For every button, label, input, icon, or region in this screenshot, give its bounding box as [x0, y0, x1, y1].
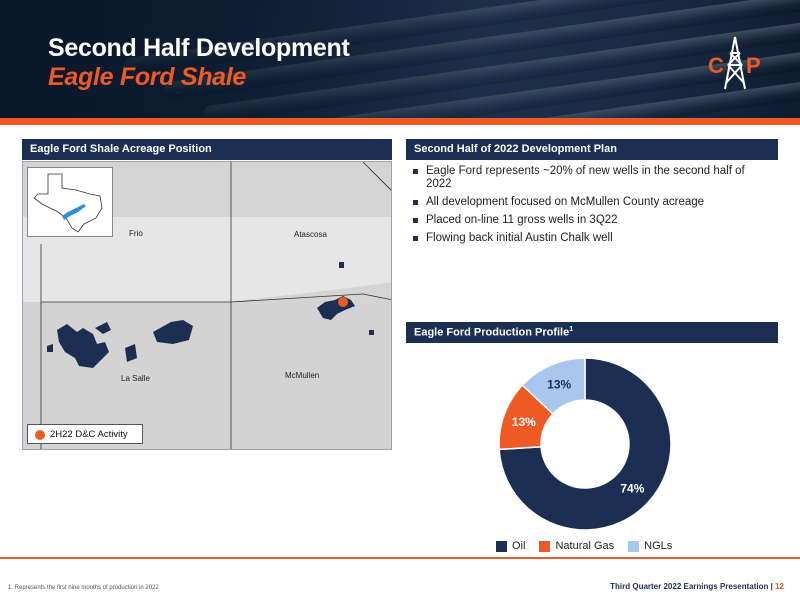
acreage-map: Frio Atascosa La Salle McMullen 2H22 D&C…	[22, 161, 392, 450]
header-rule	[0, 118, 800, 125]
legend-label: NGLs	[644, 540, 673, 552]
slice-label: 74%	[620, 481, 644, 495]
page-subtitle: Eagle Ford Shale	[48, 63, 247, 91]
list-item: Placed on-line 11 gross wells in 3Q22	[412, 214, 772, 227]
svg-text:C: C	[708, 53, 724, 78]
company-logo: C P	[708, 36, 761, 90]
map-legend: 2H22 D&C Activity	[27, 424, 143, 444]
texas-outline-icon	[33, 173, 103, 233]
county-label: McMullen	[285, 371, 320, 380]
map-panel-title: Eagle Ford Shale Acreage Position	[22, 139, 392, 160]
list-item: Flowing back initial Austin Chalk well	[412, 232, 772, 245]
slice-label: 13%	[547, 377, 571, 391]
production-donut-chart: 74% 13% 13%	[498, 357, 672, 531]
chart-legend: Oil Natural Gas NGLs	[496, 540, 672, 552]
legend-item: Natural Gas	[539, 540, 614, 552]
plan-panel-title: Second Half of 2022 Development Plan	[406, 139, 778, 160]
eagle-ford-play-icon	[62, 204, 86, 220]
county-label: Atascosa	[294, 230, 327, 239]
legend-label: Oil	[512, 540, 526, 552]
legend-swatch-icon	[496, 540, 507, 552]
activity-marker	[338, 297, 348, 307]
legend-swatch-icon	[628, 540, 640, 552]
legend-swatch-icon	[539, 540, 551, 552]
page-title: Second Half Development	[48, 34, 350, 62]
county-label: La Salle	[121, 374, 150, 383]
acreage-la-salle	[47, 320, 193, 368]
page-number: 12	[775, 582, 784, 591]
slice-oil	[498, 357, 672, 531]
header-banner: Second Half Development Eagle Ford Shale…	[0, 0, 800, 118]
footnote: 1. Represents the first nine months of p…	[8, 585, 159, 591]
slice-ngls	[521, 357, 586, 415]
footer-presentation: Third Quarter 2022 Earnings Presentation…	[610, 582, 784, 591]
list-item: Eagle Ford represents ~20% of new wells …	[412, 165, 772, 191]
legend-item: Oil	[496, 540, 525, 552]
activity-dot-icon	[35, 430, 45, 440]
legend-label: Natural Gas	[555, 540, 615, 552]
list-item: All development focused on McMullen Coun…	[412, 196, 772, 209]
footer-rule	[0, 557, 800, 559]
plan-bullets: Eagle Ford represents ~20% of new wells …	[412, 165, 772, 250]
texas-inset-map	[27, 167, 113, 237]
slice-label: 13%	[512, 415, 536, 429]
county-label: Frio	[129, 229, 143, 238]
svg-text:P: P	[746, 53, 761, 78]
legend-item: NGLs	[628, 540, 672, 552]
production-panel-title: Eagle Ford Production Profile1	[406, 322, 778, 343]
map-legend-label: 2H22 D&C Activity	[50, 429, 128, 440]
